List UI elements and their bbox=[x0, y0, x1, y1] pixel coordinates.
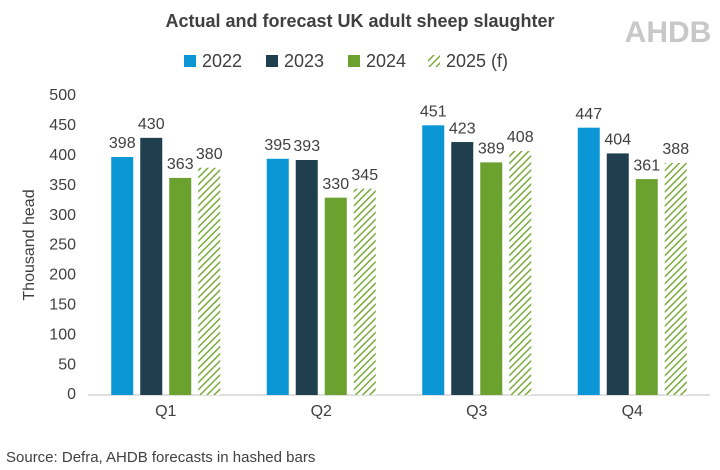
value-label: 345 bbox=[351, 167, 378, 184]
legend-swatch bbox=[348, 55, 360, 67]
bar bbox=[480, 162, 503, 395]
bar bbox=[295, 159, 318, 395]
legend-swatch bbox=[184, 55, 196, 67]
value-label: 423 bbox=[449, 120, 476, 137]
chart-title: Actual and forecast UK adult sheep slaug… bbox=[165, 11, 554, 31]
bar bbox=[353, 188, 376, 395]
value-label: 388 bbox=[662, 141, 689, 158]
value-label: 389 bbox=[478, 141, 505, 158]
logo: AHDB bbox=[625, 16, 712, 49]
legend-label: 2024 bbox=[366, 51, 406, 71]
y-tick-label: 150 bbox=[49, 297, 76, 314]
value-label: 430 bbox=[138, 116, 165, 133]
legend-swatch bbox=[266, 55, 278, 67]
y-tick-label: 450 bbox=[49, 117, 76, 134]
bar bbox=[664, 162, 687, 395]
legend-label: 2022 bbox=[202, 51, 242, 71]
bar bbox=[451, 142, 474, 395]
value-label: 393 bbox=[293, 138, 320, 155]
bar bbox=[266, 158, 289, 395]
value-label: 404 bbox=[604, 132, 631, 149]
bar bbox=[111, 156, 134, 395]
legend-swatch bbox=[428, 55, 440, 67]
source: Source: Defra, AHDB forecasts in hashed … bbox=[6, 449, 315, 466]
value-label: 408 bbox=[507, 129, 534, 146]
bar bbox=[198, 167, 221, 395]
y-tick-label: 0 bbox=[67, 386, 76, 403]
x-tick-label: Q1 bbox=[155, 403, 176, 420]
legend-label: 2023 bbox=[284, 51, 324, 71]
value-label: 447 bbox=[575, 106, 602, 123]
legend-label: 2025 (f) bbox=[446, 51, 508, 71]
y-tick-label: 500 bbox=[49, 87, 76, 104]
x-tick-label: Q3 bbox=[466, 403, 487, 420]
value-label: 330 bbox=[322, 176, 349, 193]
y-tick-label: 50 bbox=[58, 356, 76, 373]
bar bbox=[577, 127, 600, 395]
value-label: 398 bbox=[109, 135, 136, 152]
y-tick-label: 250 bbox=[49, 237, 76, 254]
x-tick-label: Q2 bbox=[311, 403, 332, 420]
y-tick-label: 350 bbox=[49, 177, 76, 194]
bar bbox=[324, 197, 347, 395]
bar bbox=[635, 179, 658, 395]
value-label: 380 bbox=[196, 146, 223, 163]
y-tick-label: 100 bbox=[49, 326, 76, 343]
y-tick-label: 200 bbox=[49, 267, 76, 284]
bar bbox=[509, 151, 532, 395]
value-label: 451 bbox=[420, 104, 447, 121]
y-tick-label: 300 bbox=[49, 207, 76, 224]
value-label: 395 bbox=[264, 137, 291, 154]
y-axis-label: Thousand head bbox=[21, 189, 38, 300]
y-tick-label: 400 bbox=[49, 147, 76, 164]
value-label: 361 bbox=[633, 157, 660, 174]
x-tick-label: Q4 bbox=[622, 403, 643, 420]
value-label: 363 bbox=[167, 156, 194, 173]
bar bbox=[169, 177, 192, 395]
bar bbox=[140, 137, 163, 396]
bar bbox=[422, 125, 445, 395]
bar bbox=[606, 153, 629, 395]
